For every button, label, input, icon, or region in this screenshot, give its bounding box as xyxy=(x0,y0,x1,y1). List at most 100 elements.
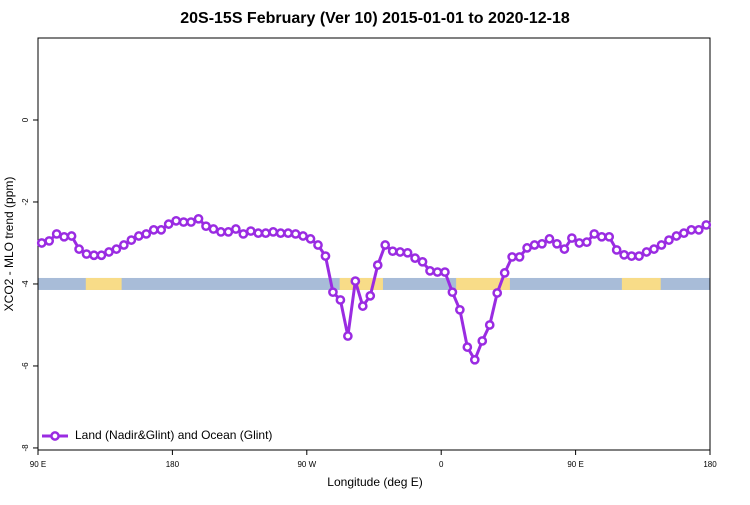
y-tick-label: 0 xyxy=(21,117,30,122)
point xyxy=(171,215,181,226)
point xyxy=(589,229,600,239)
point xyxy=(529,240,540,250)
point xyxy=(59,231,69,242)
point xyxy=(290,229,301,239)
point xyxy=(193,213,204,224)
point xyxy=(231,224,241,234)
point xyxy=(119,240,129,250)
point xyxy=(343,331,353,341)
point xyxy=(260,228,271,238)
point xyxy=(440,267,450,277)
x-tick-label: 0 xyxy=(439,460,444,469)
point xyxy=(51,229,62,239)
y-tick-label: -4 xyxy=(21,280,30,288)
point xyxy=(357,301,368,311)
point xyxy=(253,228,264,238)
point xyxy=(522,243,532,253)
point xyxy=(402,247,413,258)
point xyxy=(74,244,84,254)
legend-marker xyxy=(50,431,60,441)
point xyxy=(499,268,510,278)
point xyxy=(305,234,316,244)
point xyxy=(664,235,674,245)
point xyxy=(447,287,458,298)
point xyxy=(649,244,659,254)
band-highlight xyxy=(339,277,383,290)
point xyxy=(425,266,435,276)
point xyxy=(559,244,570,254)
point xyxy=(96,250,107,261)
point xyxy=(574,238,585,248)
point xyxy=(208,224,219,234)
point xyxy=(156,225,167,235)
x-tick-label: 180 xyxy=(166,460,180,469)
point xyxy=(141,229,152,239)
point xyxy=(679,228,689,238)
point xyxy=(462,342,473,352)
point xyxy=(36,238,47,248)
point xyxy=(313,240,323,250)
y-tick-label: -8 xyxy=(21,444,30,452)
x-tick-label: 180 xyxy=(703,460,717,469)
point xyxy=(245,226,256,236)
point xyxy=(186,217,196,227)
point xyxy=(387,246,398,257)
point xyxy=(283,228,293,238)
plot-frame xyxy=(37,37,711,451)
point xyxy=(693,225,704,235)
point xyxy=(238,229,249,239)
point xyxy=(455,304,465,315)
point xyxy=(619,250,629,260)
point xyxy=(432,267,443,277)
point xyxy=(350,276,361,286)
x-tick-label: 90 E xyxy=(30,460,46,469)
point xyxy=(298,231,308,241)
point xyxy=(701,220,712,230)
point xyxy=(66,231,77,241)
point xyxy=(163,219,174,229)
y-tick-label: -6 xyxy=(21,362,30,370)
point xyxy=(81,249,92,259)
point xyxy=(514,252,525,262)
point xyxy=(111,244,122,254)
chart-title: 20S-15S February (Ver 10) 2015-01-01 to … xyxy=(180,10,570,27)
point xyxy=(395,247,405,257)
x-tick-label: 90 E xyxy=(567,460,583,469)
point xyxy=(89,250,99,261)
point xyxy=(492,288,503,298)
point xyxy=(634,251,644,261)
point xyxy=(567,233,577,243)
point xyxy=(148,225,159,235)
point xyxy=(126,235,137,245)
point xyxy=(320,251,331,261)
point xyxy=(417,256,428,267)
point xyxy=(611,245,622,255)
legend-label: Land (Nadir&Glint) and Ocean (Glint) xyxy=(75,428,272,442)
point xyxy=(223,227,234,237)
point xyxy=(671,231,682,241)
y-axis-label: XCO2 - MLO trend (ppm) xyxy=(2,177,16,312)
point xyxy=(268,227,279,237)
point xyxy=(104,247,114,257)
point xyxy=(552,238,562,249)
point xyxy=(178,217,189,227)
point xyxy=(372,260,383,270)
point xyxy=(641,247,652,257)
point xyxy=(365,291,376,301)
point xyxy=(686,225,697,235)
point xyxy=(133,231,144,241)
point xyxy=(328,287,338,298)
point xyxy=(201,221,211,232)
point xyxy=(507,252,517,262)
point xyxy=(626,251,637,261)
band-highlight xyxy=(85,277,122,290)
point xyxy=(656,240,667,250)
point xyxy=(335,295,346,305)
y-tick-label: -2 xyxy=(21,198,30,206)
point xyxy=(596,231,607,242)
point xyxy=(537,238,547,249)
point xyxy=(380,240,391,250)
point xyxy=(477,336,488,346)
point xyxy=(44,236,55,246)
point xyxy=(216,227,226,237)
